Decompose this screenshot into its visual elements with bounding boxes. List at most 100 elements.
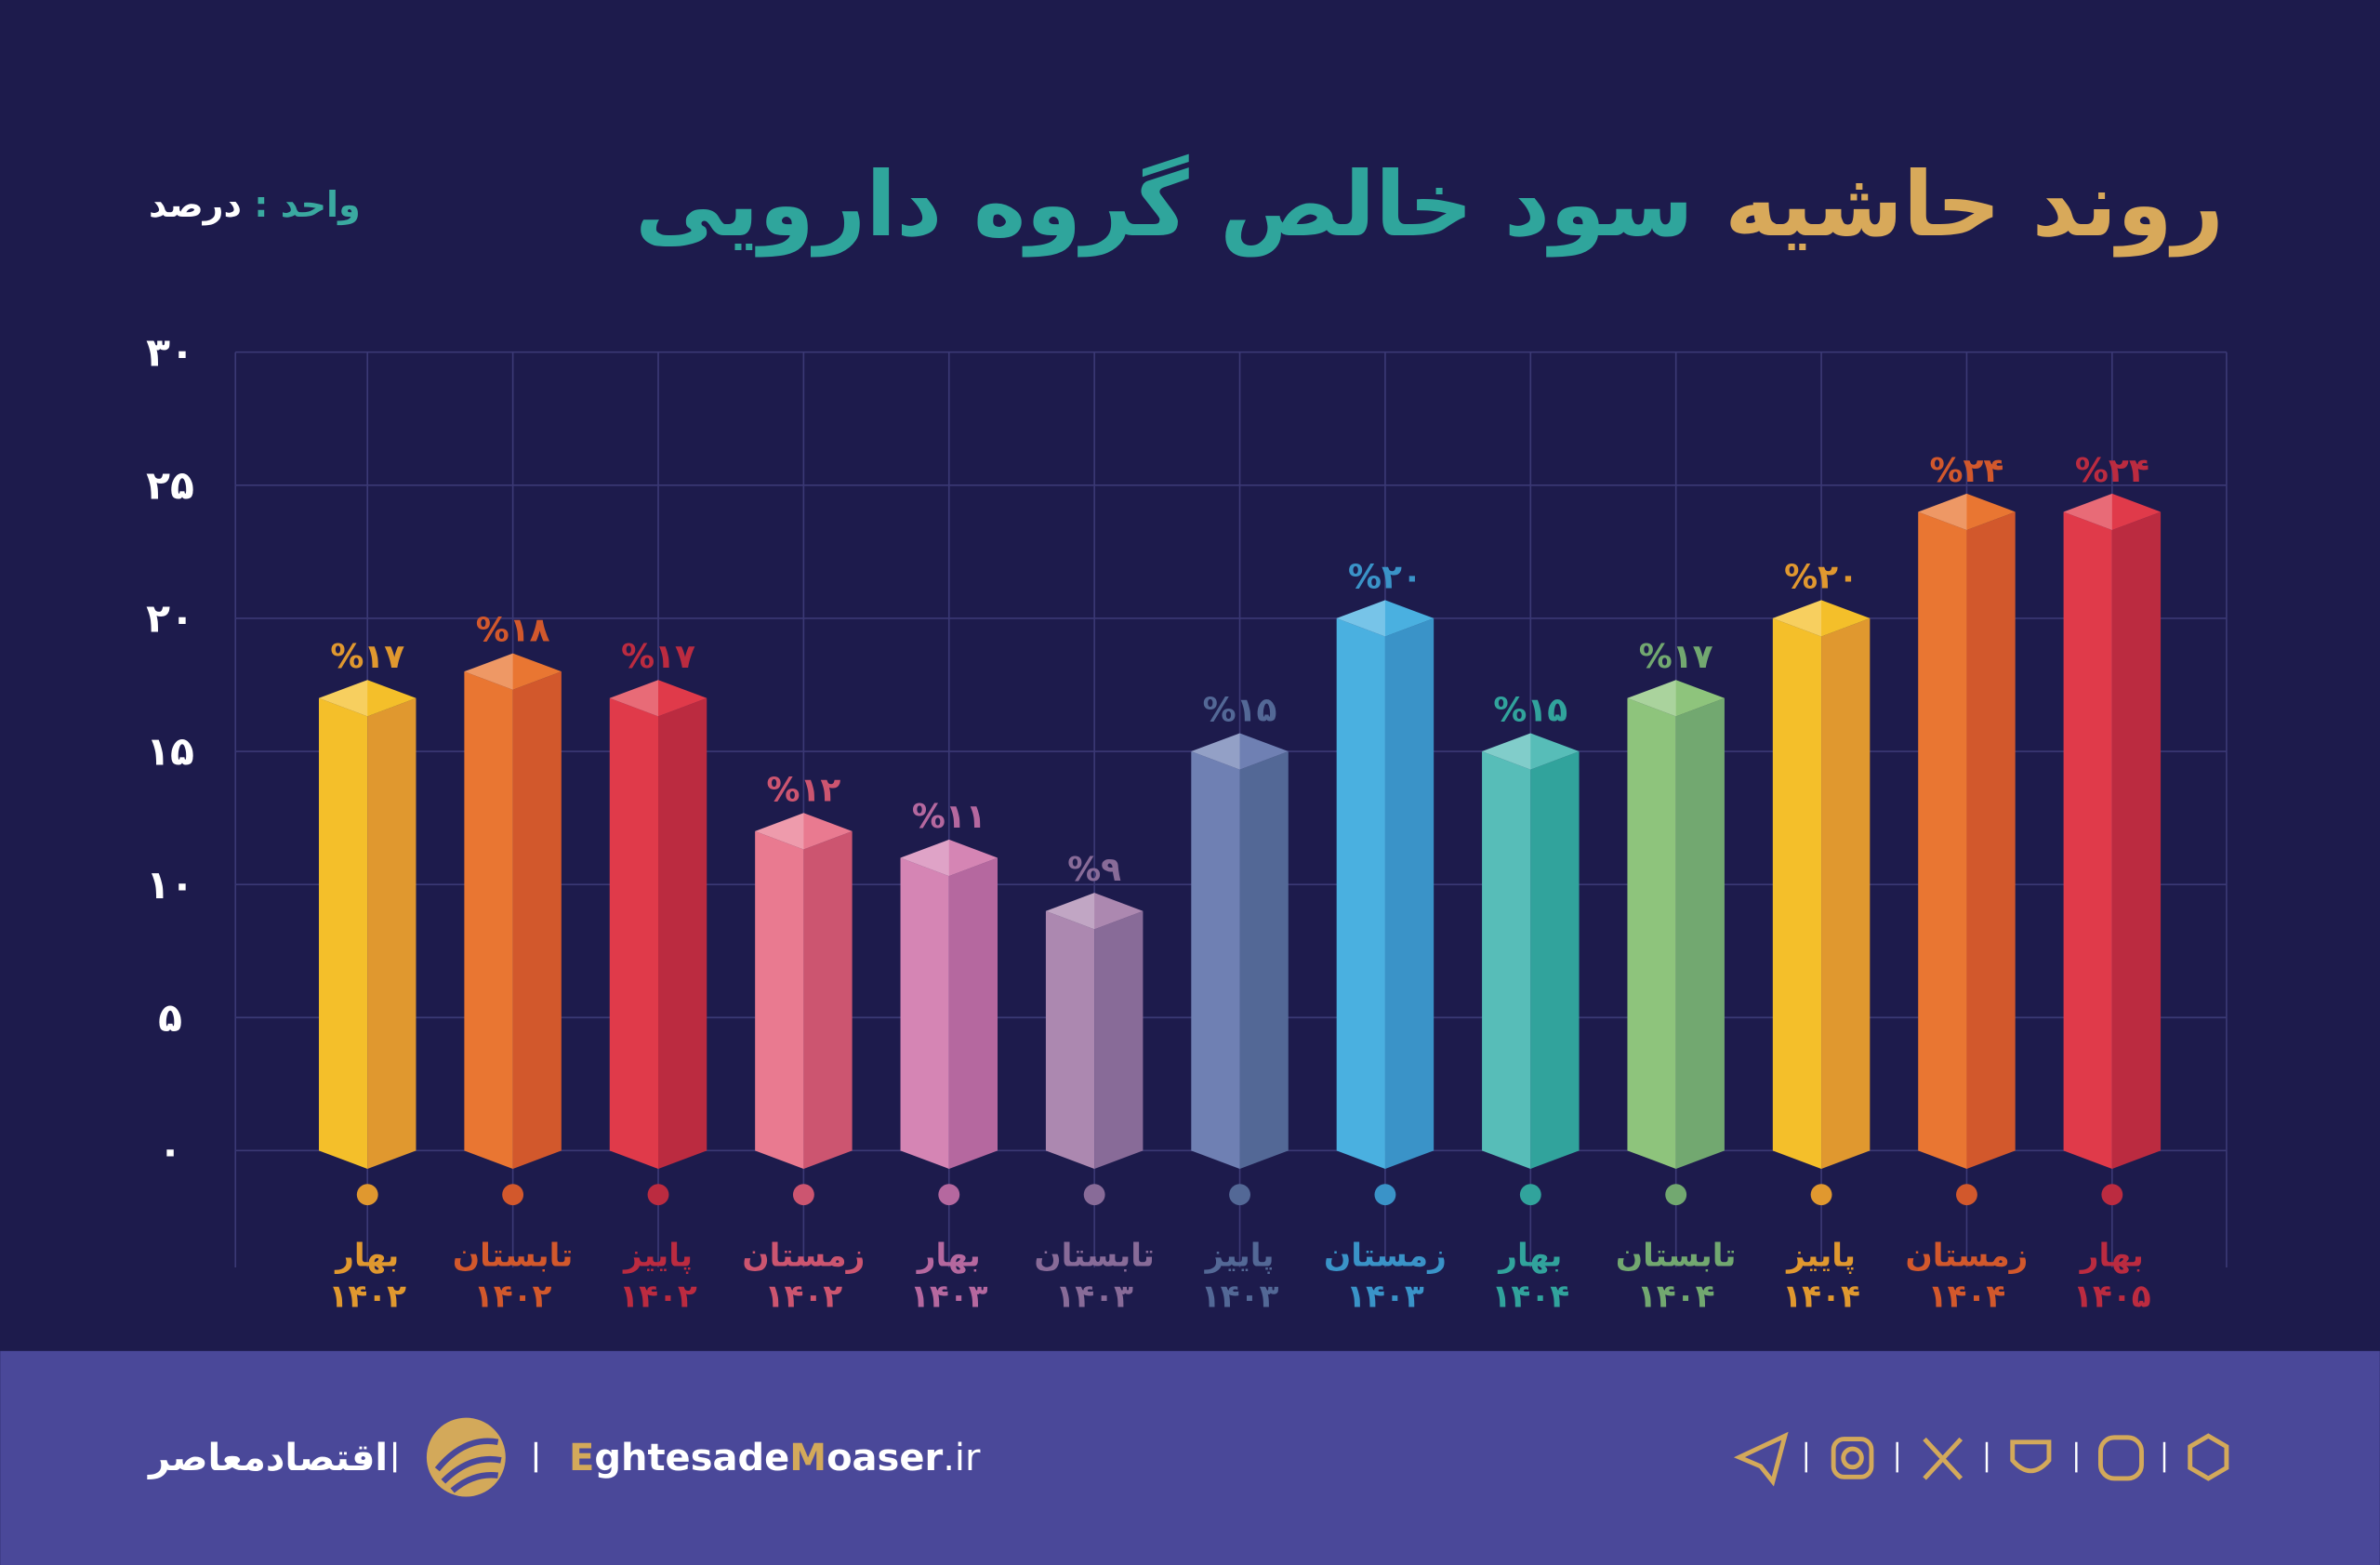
value-label: %۱۵ <box>1493 691 1567 729</box>
x-tick-label: ۱۴۰۲ <box>328 1278 406 1315</box>
bar <box>1627 680 1725 1169</box>
x-tick-label: بهار <box>2079 1237 2144 1274</box>
bar-top-highlight <box>1918 493 1967 531</box>
title-part: سود خالص گروه دارویی <box>635 153 1694 257</box>
value-label: %۱۷ <box>1639 638 1713 676</box>
bar-right-face <box>658 697 707 1169</box>
x-tick-label: زمستان <box>742 1237 865 1274</box>
bar-right-face <box>1239 751 1289 1169</box>
website-part: ghtesade <box>594 1437 790 1479</box>
bar-top <box>1627 680 1725 717</box>
x-tick-label: تابستان <box>1034 1237 1155 1274</box>
instagram-lens <box>1841 1446 1864 1470</box>
bar-top <box>319 680 416 717</box>
bar-left-face <box>609 697 659 1169</box>
footer-band <box>0 1350 2380 1565</box>
bar-top <box>1918 493 2016 531</box>
x-tick-label: ۱۴۰۲ <box>474 1278 552 1315</box>
bar <box>1482 733 1580 1169</box>
bar-top-highlight <box>1482 733 1531 770</box>
value-label: %۱۱ <box>912 798 986 836</box>
value-label: %۲۰ <box>1348 558 1422 596</box>
bar <box>464 653 562 1169</box>
bar-right-face <box>2111 511 2162 1169</box>
y-tick-label: ۵ <box>158 996 182 1041</box>
chart-title: روند حاشیه سود خالص گروه دارویی <box>635 149 2224 260</box>
bar <box>755 813 853 1169</box>
bar-right-face <box>512 671 562 1169</box>
brand: اقتصادمعاصر <box>149 1437 389 1479</box>
bar-left-face <box>1336 617 1385 1169</box>
bar-top-highlight <box>2063 493 2112 531</box>
instagram-icon <box>1831 1437 1874 1479</box>
y-tick-label: ۰ <box>158 1129 182 1174</box>
y-tick-label: ۲۵ <box>146 464 194 510</box>
bar-top-highlight <box>464 653 513 690</box>
bar-top-highlight <box>1627 680 1676 717</box>
eitaa-icon <box>2097 1435 2144 1481</box>
bar-top-highlight <box>900 839 949 877</box>
y-tick-label: ۲۰ <box>146 597 194 643</box>
bar-top <box>2063 493 2162 531</box>
y-tick-label: ۱۰ <box>146 863 194 908</box>
logo-lines <box>434 1438 502 1493</box>
bar-left-face <box>319 697 368 1169</box>
bar-top-highlight <box>755 813 804 850</box>
shield-icon <box>2010 1439 2052 1474</box>
bar-left-face <box>1191 751 1240 1169</box>
category-dot <box>792 1184 814 1206</box>
category-dot <box>2101 1184 2123 1206</box>
telegram-icon <box>1733 1431 1789 1487</box>
unit: واحد : درصد <box>149 181 361 228</box>
bar-top <box>900 839 998 877</box>
bar-left-face <box>900 857 949 1169</box>
bar-top <box>1772 600 1871 637</box>
value-label: %۱۷ <box>621 638 695 676</box>
value-label: %۱۷ <box>330 638 404 676</box>
value-label: %۱۲ <box>766 771 840 809</box>
value-label: %۱۵ <box>1203 691 1277 729</box>
website-part: M <box>789 1437 827 1479</box>
category-dot <box>647 1184 669 1206</box>
x-tick-label: پاییز <box>622 1237 693 1274</box>
icon-separators <box>1805 1441 2166 1473</box>
bar-left-face <box>1627 697 1676 1169</box>
unit-value: درصد <box>149 184 243 225</box>
bar <box>319 680 416 1169</box>
x-tick-label: تابستان <box>453 1237 574 1274</box>
bar-top <box>1045 893 1144 930</box>
category-dot <box>356 1184 378 1206</box>
bar-top-highlight <box>1191 733 1240 770</box>
x-tick-label: ۱۴۰۴ <box>1637 1278 1715 1315</box>
category-dot <box>1665 1184 1687 1206</box>
bar-top-highlight <box>319 680 368 717</box>
bar-right-face <box>1094 910 1144 1169</box>
bar-right-face <box>803 830 853 1169</box>
x-tick-label: ۱۴۰۴ <box>1491 1278 1569 1315</box>
bar <box>1772 600 1871 1169</box>
bar-right-face <box>1384 617 1435 1169</box>
x-tick-label: زمستان <box>1324 1237 1447 1274</box>
bar-right-face <box>1675 697 1725 1169</box>
bar <box>900 839 998 1169</box>
title-part: روند حاشیه <box>1725 153 2224 257</box>
category-dot <box>1956 1184 1977 1206</box>
bar-top-highlight <box>609 680 659 717</box>
category-dot <box>1229 1184 1250 1206</box>
bar-left-face <box>2063 511 2112 1169</box>
website-part: E <box>569 1437 595 1479</box>
category-dot <box>938 1184 960 1206</box>
category-dot <box>1810 1184 1832 1206</box>
x-icon <box>1923 1437 1964 1480</box>
x-tick-label: ۱۴۰۳ <box>1346 1278 1424 1315</box>
bar-top-highlight <box>1772 600 1822 637</box>
value-label: %۲۴ <box>2075 452 2149 490</box>
x-tick-label: پاییز <box>1785 1237 1856 1274</box>
bar-left-face <box>1918 511 1967 1169</box>
bar-right-face <box>948 857 998 1169</box>
bar-top <box>609 680 707 717</box>
y-tick-label: ۳۰ <box>146 330 194 376</box>
x-tick-label: ۱۴۰۴ <box>1782 1278 1860 1315</box>
